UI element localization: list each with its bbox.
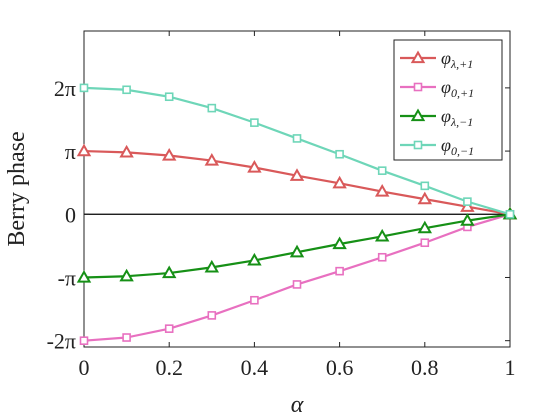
- series-line: [83, 213, 511, 342]
- data-point: [76, 143, 92, 157]
- legend-marker: [410, 108, 426, 122]
- legend-label: φλ,+1: [441, 48, 473, 71]
- data-point: [332, 175, 347, 189]
- data-point: [463, 197, 472, 206]
- data-point: [289, 244, 305, 258]
- y-axis-label: Berry phase: [4, 131, 30, 246]
- data-point: [460, 199, 475, 212]
- x-tick-label: 0.2: [155, 355, 183, 380]
- series-layer: [76, 83, 518, 345]
- legend-entry: φ0,−1: [400, 135, 474, 158]
- x-tick-label: 0: [79, 355, 90, 380]
- data-point: [292, 280, 302, 289]
- y-tick-label: -π: [58, 265, 76, 290]
- legend-label: φ0,−1: [441, 135, 474, 158]
- data-point: [76, 269, 92, 283]
- data-point: [79, 336, 89, 345]
- legend-entry: φλ,+1: [400, 48, 473, 71]
- data-point: [164, 92, 174, 102]
- data-point: [122, 333, 131, 342]
- data-point: [247, 159, 262, 173]
- plot-frame: [83, 30, 511, 348]
- legend-entry: φ0,+1: [400, 77, 474, 100]
- x-axis-label: α: [291, 392, 304, 418]
- legend-marker: [413, 82, 423, 92]
- data-point: [207, 103, 217, 113]
- data-point: [505, 209, 515, 219]
- data-point: [335, 266, 344, 276]
- legend-box: [393, 39, 503, 161]
- y-tick-label: π: [65, 139, 76, 164]
- data-point: [420, 181, 430, 191]
- y-tick-label: 0: [65, 202, 76, 227]
- legend: φλ,+1 φ0,+1 φλ,−1 φ0,−1: [393, 39, 503, 161]
- legend-label: φλ,−1: [441, 106, 473, 129]
- x-axis-ticks: 0 0.2 0.4 0.6 0.8 1: [79, 31, 516, 380]
- y-tick-label: -2π: [47, 329, 76, 354]
- x-tick-label: 0.4: [241, 355, 269, 380]
- data-point: [289, 168, 305, 181]
- data-point: [204, 259, 220, 273]
- data-point: [207, 311, 217, 320]
- legend-entry: φλ,−1: [400, 106, 473, 129]
- data-point: [250, 118, 259, 127]
- legend-label: φ0,+1: [441, 77, 474, 100]
- data-point: [460, 213, 475, 226]
- legend-marker: [413, 140, 423, 150]
- data-point: [161, 265, 177, 279]
- data-point: [417, 220, 433, 234]
- data-point: [417, 191, 433, 205]
- data-point: [204, 153, 220, 166]
- legend-marker: [410, 50, 426, 64]
- x-tick-label: 0.8: [411, 355, 439, 380]
- x-tick-label: 0.6: [326, 355, 354, 380]
- data-point: [122, 85, 131, 95]
- data-point: [247, 252, 262, 266]
- data-point: [161, 147, 177, 161]
- data-point: [119, 268, 134, 282]
- data-point: [335, 149, 344, 159]
- series-2: [79, 209, 515, 345]
- data-point: [119, 144, 134, 158]
- data-point: [79, 83, 89, 93]
- series-line: [83, 149, 511, 216]
- data-point: [332, 236, 347, 250]
- series-4: [79, 83, 515, 219]
- data-point: [250, 295, 259, 305]
- series-1: [76, 143, 518, 220]
- data-point: [292, 134, 302, 143]
- data-point: [420, 238, 430, 248]
- data-point: [377, 166, 387, 175]
- data-point: [374, 184, 390, 197]
- series-3: [76, 206, 518, 283]
- y-tick-label: 2π: [54, 76, 76, 101]
- data-point: [377, 252, 387, 262]
- data-point: [164, 324, 174, 333]
- data-point: [374, 228, 390, 242]
- x-tick-label: 1: [505, 355, 516, 380]
